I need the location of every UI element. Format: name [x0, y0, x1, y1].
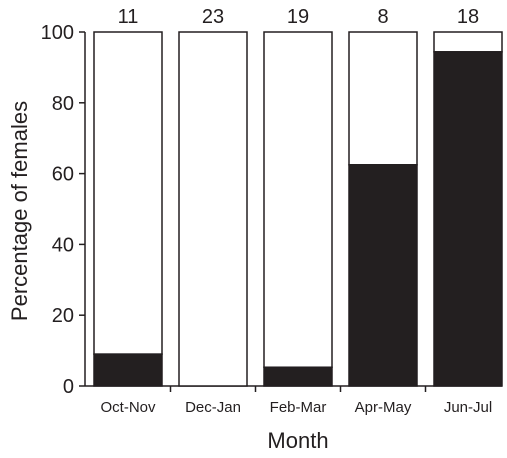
bar-segment-unfilled: [93, 31, 163, 355]
y-axis-title: Percentage of females: [7, 101, 32, 321]
x-tick-label: Dec-Jan: [185, 399, 241, 416]
bar-segment-unfilled: [178, 31, 248, 387]
sample-size-label: 19: [287, 6, 309, 28]
sample-size-label: 23: [202, 6, 224, 28]
y-tick-label: 0: [63, 376, 74, 398]
bar-segment-filled: [263, 366, 333, 387]
bar-segment-unfilled: [433, 31, 503, 53]
y-tick-label: 20: [52, 305, 74, 327]
y-tick-label: 40: [52, 234, 74, 256]
bar-segment-filled: [93, 353, 163, 387]
y-tick-label: 60: [52, 164, 74, 186]
sample-size-label: 18: [457, 6, 479, 28]
y-tick-label: 80: [52, 93, 74, 115]
bars: [93, 31, 503, 387]
bar-segment-filled: [348, 164, 418, 387]
bar-segment-unfilled: [263, 31, 333, 368]
labels: 0 20 40 60 80 100 Oct-Nov 11 Dec-Jan 23 Feb-Mar 19 A…: [41, 6, 493, 416]
x-tick-label: Feb-Mar: [270, 399, 327, 416]
x-tick-label: Apr-May: [355, 399, 412, 416]
x-tick-label: Oct-Nov: [100, 399, 156, 416]
sample-size-label: 11: [118, 6, 139, 28]
x-tick-label: Jun-Jul: [444, 399, 492, 416]
bar-segment-unfilled: [348, 31, 418, 166]
x-axis-title: Month: [267, 428, 328, 453]
y-tick-label: 100: [41, 22, 74, 44]
sample-size-label: 8: [377, 6, 388, 28]
bar-segment-filled: [433, 51, 503, 387]
